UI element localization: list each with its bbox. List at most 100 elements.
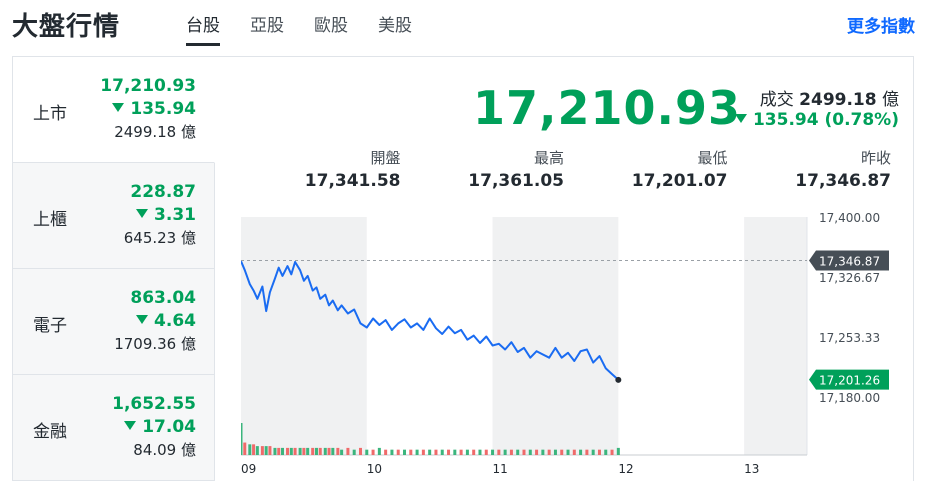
y-tick-label: 17,253.33 xyxy=(819,331,880,345)
volume-bar xyxy=(616,447,620,455)
sidebar-item-finance[interactable]: 金融 1,652.55 17.04 84.09 億 xyxy=(13,375,215,481)
sidebar-item-name: 上櫃 xyxy=(33,210,67,230)
volume-bar xyxy=(286,447,290,455)
volume-bar xyxy=(293,447,297,455)
sidebar-item-change: 4.64 xyxy=(154,311,196,331)
volume-bar xyxy=(415,449,419,455)
sidebar-item-price: 228.87 xyxy=(130,182,196,202)
hour-band xyxy=(241,217,367,455)
volume-bar xyxy=(298,447,302,455)
volume-bar xyxy=(453,449,457,455)
volume-bar xyxy=(509,449,513,455)
tab-us[interactable]: 美股 xyxy=(378,16,412,36)
volume-bar xyxy=(541,449,545,455)
volume-bar xyxy=(491,449,495,455)
y-tick-label: 17,180.00 xyxy=(819,391,880,405)
volume-bar xyxy=(314,447,318,455)
volume-bar xyxy=(528,449,532,455)
sidebar-item-name: 上市 xyxy=(33,104,67,124)
index-price: 17,210.93 xyxy=(473,81,741,135)
volume-bar xyxy=(547,449,551,455)
down-triangle-icon xyxy=(734,114,747,123)
index-change: 135.94 (0.78%) xyxy=(734,110,899,130)
sidebar-item-volume: 645.23 億 xyxy=(123,229,196,247)
stat-value: 17,361.05 xyxy=(468,171,564,191)
last-point-marker xyxy=(615,376,622,383)
sidebar-item-volume: 84.09 億 xyxy=(133,441,196,459)
sidebar-item-price: 17,210.93 xyxy=(100,76,196,96)
stat-label: 最高 xyxy=(533,149,564,167)
sidebar-item-volume: 1709.36 億 xyxy=(114,335,196,353)
stat-label: 最低 xyxy=(697,149,728,167)
prev-close-tag xyxy=(809,250,889,271)
sidebar-item-name: 電子 xyxy=(33,316,67,336)
volume-bar xyxy=(503,449,507,455)
volume-bar xyxy=(306,447,310,455)
sidebar-item-electronics[interactable]: 電子 863.04 4.64 1709.36 億 xyxy=(13,269,215,375)
volume-bar xyxy=(604,449,608,455)
volume-bar xyxy=(478,449,482,455)
volume-bar xyxy=(484,449,488,455)
tab-taiwan[interactable]: 台股 xyxy=(186,11,220,46)
last-price-tag xyxy=(809,369,889,390)
volume-bar xyxy=(566,449,570,455)
last-price-tag-label: 17,201.26 xyxy=(819,374,880,388)
sidebar-item-price: 1,652.55 xyxy=(112,394,196,414)
more-indices-link[interactable]: 更多指數 xyxy=(847,17,915,37)
stat-prev-close: 昨收 17,346.87 xyxy=(728,147,891,193)
volume-bar xyxy=(241,423,243,455)
volume-bar xyxy=(390,449,394,455)
y-tick-label: 17,400.00 xyxy=(819,211,880,225)
volume-bar xyxy=(560,449,564,455)
stat-high: 最高 17,361.05 xyxy=(401,147,564,193)
volume-bar xyxy=(591,449,595,455)
sidebar-item-price: 863.04 xyxy=(130,288,196,308)
index-sidebar: 上市 17,210.93 135.94 2499.18 億 上櫃 228.87 … xyxy=(13,57,215,481)
tab-asia[interactable]: 亞股 xyxy=(250,16,284,36)
volume-bar xyxy=(535,449,539,455)
volume-bar xyxy=(421,449,425,455)
volume-bar xyxy=(346,447,350,455)
volume-bar xyxy=(428,449,432,455)
index-change-value: 135.94 (0.78%) xyxy=(752,110,899,130)
down-triangle-icon xyxy=(124,421,137,430)
stat-open: 開盤 17,341.58 xyxy=(237,147,401,193)
volume-bar xyxy=(610,449,614,455)
quote-stats: 開盤 17,341.58 最高 17,361.05 最低 17,201.07 昨… xyxy=(237,147,891,193)
volume-bar xyxy=(318,447,322,455)
volume-bar xyxy=(440,449,444,455)
volume-bar xyxy=(497,449,501,455)
volume-bar xyxy=(331,447,335,455)
volume-bar xyxy=(273,447,277,455)
down-triangle-icon xyxy=(136,315,149,324)
volume-bar xyxy=(459,449,463,455)
market-tabs: 台股 亞股 歐股 美股 xyxy=(186,11,442,46)
volume-bar xyxy=(277,447,281,455)
x-tick-label: 09 xyxy=(241,462,256,476)
volume-bar xyxy=(248,444,252,455)
prev-close-tag-label: 17,346.87 xyxy=(819,254,880,268)
down-triangle-icon xyxy=(136,209,149,218)
volume-bar xyxy=(243,442,247,455)
page-title: 大盤行情 xyxy=(12,12,121,42)
sidebar-item-listed[interactable]: 上市 17,210.93 135.94 2499.18 億 xyxy=(13,57,215,163)
x-tick-label: 11 xyxy=(493,462,508,476)
sidebar-item-change: 135.94 xyxy=(130,99,196,119)
sidebar-item-otc[interactable]: 上櫃 228.87 3.31 645.23 億 xyxy=(13,163,215,269)
volume-bar xyxy=(384,449,388,455)
intraday-chart[interactable]: 17,400.00 17,326.67 17,253.33 17,180.00 09 10… xyxy=(241,207,901,477)
tab-europe[interactable]: 歐股 xyxy=(314,16,348,36)
sidebar-item-change: 17.04 xyxy=(142,417,196,437)
market-panel: 上市 17,210.93 135.94 2499.18 億 上櫃 228.87 … xyxy=(12,56,914,481)
trade-volume-label: 成交 xyxy=(759,90,794,110)
y-tick-label: 17,326.67 xyxy=(819,271,880,285)
hour-band xyxy=(744,217,807,455)
volume-bar xyxy=(358,447,362,455)
volume-bar xyxy=(377,447,381,455)
trade-volume: 成交 2499.18 億 xyxy=(760,85,899,110)
volume-bar xyxy=(365,449,369,455)
volume-bar xyxy=(281,447,285,455)
trade-volume-unit: 億 xyxy=(882,90,899,110)
volume-bar xyxy=(268,446,272,455)
volume-bar xyxy=(311,447,315,455)
